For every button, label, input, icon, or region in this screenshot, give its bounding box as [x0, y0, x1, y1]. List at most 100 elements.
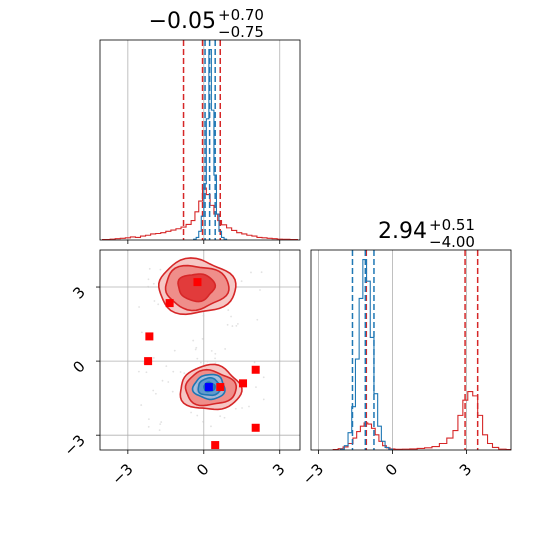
sample-dot: [260, 271, 263, 274]
sample-marker: [239, 379, 248, 388]
sample-dot: [183, 372, 186, 375]
panel-joint-ytick-label: 3: [69, 283, 88, 302]
sample-marker: [193, 278, 202, 287]
sample-dot: [152, 389, 155, 392]
panel-joint: −3 0 3 −3 0 3: [60, 249, 301, 488]
sample-dot: [173, 349, 176, 352]
panel-param-1: −0.05 +0.70−0.75: [99, 6, 301, 244]
sample-dot: [206, 360, 209, 363]
sample-dot: [192, 339, 195, 342]
panel-param-1-title-lower: −0.75: [218, 23, 264, 41]
panel-param-1-title-median: −0.05: [149, 9, 216, 34]
sample-dot: [148, 267, 151, 270]
sample-dot: [214, 352, 217, 355]
sample-marker: [144, 357, 153, 366]
panel-param-2-title-median: 2.94: [378, 219, 427, 244]
panel-param-2-hist-blue: [340, 258, 394, 450]
sample-dot: [153, 300, 156, 302]
panel-param-1-title: −0.05 +0.70−0.75: [149, 6, 264, 41]
truth-marker: [204, 383, 213, 392]
sample-dot: [259, 289, 261, 291]
panel-param-1-frame: [99, 39, 301, 241]
sample-dot: [152, 282, 155, 285]
sample-dot: [262, 376, 265, 379]
sample-dot: [226, 323, 229, 326]
sample-dot: [159, 268, 162, 271]
sample-dot: [147, 425, 150, 428]
panel-param-1-title-upper: +0.70: [218, 6, 264, 24]
panel-param-1-hist-red: [101, 187, 299, 240]
panel-param-2: −3 0 3 2.94 +0.51−4.00: [299, 216, 512, 488]
sample-dot: [145, 371, 148, 374]
sample-dot: [214, 357, 216, 360]
sample-dot: [138, 306, 140, 308]
sample-dot: [240, 280, 243, 283]
sample-marker: [211, 441, 220, 450]
sample-dot: [158, 429, 161, 431]
sample-dot: [147, 418, 150, 421]
sample-dot: [202, 314, 205, 317]
sample-dot: [200, 361, 202, 364]
sample-dot: [196, 414, 199, 417]
panel-joint-ytick-label: 0: [69, 357, 88, 376]
contour-level-1: [177, 273, 217, 303]
panel-param-2-title-lower: −4.00: [429, 233, 475, 251]
sample-dot: [210, 425, 212, 428]
sample-dot: [171, 390, 174, 393]
sample-marker: [251, 423, 260, 432]
sample-dot: [248, 405, 250, 408]
sample-dot: [250, 271, 252, 274]
sample-dot: [140, 331, 143, 334]
panel-param-2-title-upper: +0.51: [429, 216, 475, 234]
sample-dot: [190, 411, 192, 414]
sample-dot: [179, 371, 182, 373]
panel-param-2-frame: [310, 249, 512, 451]
panel-joint-plot-area: [137, 257, 265, 450]
sample-dot: [152, 356, 155, 359]
sample-dot: [147, 285, 150, 288]
sample-dot: [219, 415, 222, 418]
sample-dot: [172, 370, 175, 373]
panel-param-2-xtick-label: 3: [456, 460, 475, 479]
panel-joint-xtick-label: −3: [108, 460, 136, 488]
sample-dot: [235, 325, 238, 327]
sample-dot: [160, 421, 163, 423]
sample-dot: [167, 381, 170, 383]
sample-dot: [231, 325, 234, 327]
sample-dot: [262, 398, 265, 401]
sample-dot: [165, 365, 168, 368]
panel-joint-xtick-label: 3: [269, 460, 288, 479]
sample-dot: [201, 337, 204, 340]
panel-param-2-xtick-label: −3: [299, 460, 327, 488]
sample-dot: [224, 348, 227, 350]
sample-marker: [165, 299, 174, 308]
sample-marker: [216, 383, 225, 392]
sample-dot: [161, 379, 164, 382]
sample-dot: [140, 404, 143, 406]
panel-param-2-hist-red: [332, 391, 511, 450]
sample-dot: [194, 348, 197, 351]
sample-dot: [137, 370, 140, 373]
sample-dot: [159, 423, 162, 426]
sample-dot: [256, 318, 259, 321]
sample-dot: [227, 309, 230, 312]
sample-dot: [147, 278, 150, 281]
panel-joint-xtick-label: 0: [193, 460, 212, 479]
panel-joint-ytick-label: −3: [60, 431, 88, 459]
sample-dot: [255, 386, 257, 389]
sample-dot: [195, 346, 198, 349]
sample-dot: [154, 392, 157, 395]
panel-param-2-title: 2.94 +0.51−4.00: [378, 216, 475, 251]
sample-dot: [230, 315, 232, 318]
sample-dot: [253, 361, 256, 364]
sample-dot: [234, 407, 237, 410]
sample-dot: [202, 420, 204, 423]
panel-joint-frame: [99, 249, 301, 451]
sample-dot: [210, 349, 213, 352]
sample-dot: [196, 357, 199, 360]
panel-param-2-plot-area: [332, 250, 511, 450]
sample-marker: [145, 332, 154, 341]
sample-marker: [251, 365, 260, 374]
sample-dot: [157, 303, 160, 306]
